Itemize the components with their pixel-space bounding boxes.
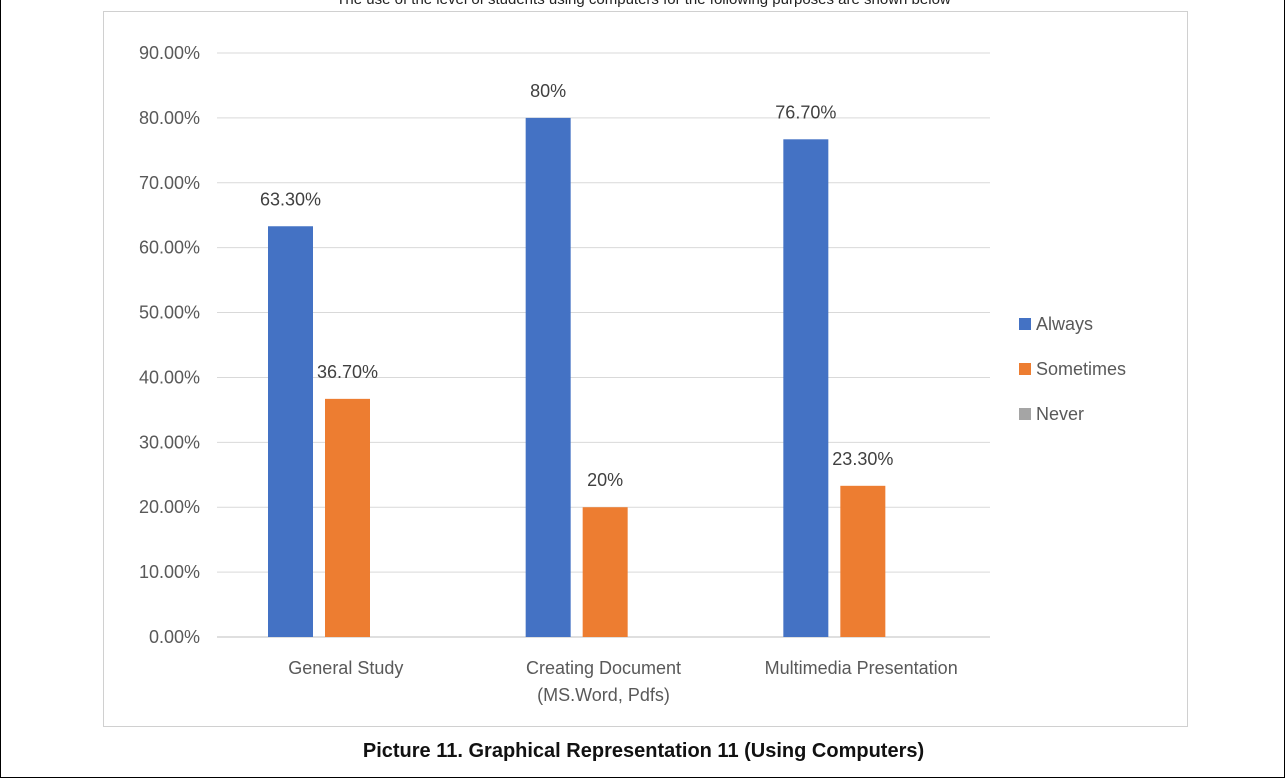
y-tick-label: 80.00% xyxy=(139,108,200,128)
legend-label: Never xyxy=(1036,404,1084,424)
data-label: 36.70% xyxy=(317,362,378,382)
data-label: 80% xyxy=(530,81,566,101)
y-tick-label: 90.00% xyxy=(139,43,200,63)
bar-chart: 0.00% 10.00% 20.00% 30.00% 40.00% 50.00% 60.00… xyxy=(139,43,1126,705)
bar xyxy=(325,398,370,637)
x-category-label: General Study xyxy=(288,658,403,678)
legend-swatch xyxy=(1019,363,1031,375)
bar xyxy=(525,117,571,637)
bar xyxy=(268,226,313,637)
y-tick-label: 30.00% xyxy=(139,432,200,452)
y-tick-label: 20.00% xyxy=(139,497,200,517)
x-category-label: (MS.Word, Pdfs) xyxy=(537,685,670,705)
bar xyxy=(840,485,886,637)
y-tick-label: 60.00% xyxy=(139,238,200,258)
x-category-label: Creating Document xyxy=(526,658,681,678)
y-tick-label: 0.00% xyxy=(149,627,200,647)
x-category-label: Multimedia Presentation xyxy=(765,658,958,678)
legend-swatch xyxy=(1019,318,1031,330)
chart-area: 0.00% 10.00% 20.00% 30.00% 40.00% 50.00% 60.00… xyxy=(103,11,1188,727)
data-label: 23.30% xyxy=(832,449,893,469)
legend-label: Sometimes xyxy=(1036,359,1126,379)
y-tick-label: 40.00% xyxy=(139,367,200,387)
cut-off-top-text: The use of the level of students using c… xyxy=(0,0,1287,11)
data-label: 63.30% xyxy=(260,189,321,209)
y-tick-label: 50.00% xyxy=(139,303,200,323)
y-tick-label: 70.00% xyxy=(139,173,200,193)
legend-label: Always xyxy=(1036,314,1093,334)
bar xyxy=(582,507,628,637)
data-label: 20% xyxy=(587,470,623,490)
figure-caption: Picture 11. Graphical Representation 11 … xyxy=(362,740,925,762)
data-label: 76.70% xyxy=(775,102,836,122)
y-tick-label: 10.00% xyxy=(139,562,200,582)
legend-swatch xyxy=(1019,408,1031,420)
bar xyxy=(783,139,829,637)
